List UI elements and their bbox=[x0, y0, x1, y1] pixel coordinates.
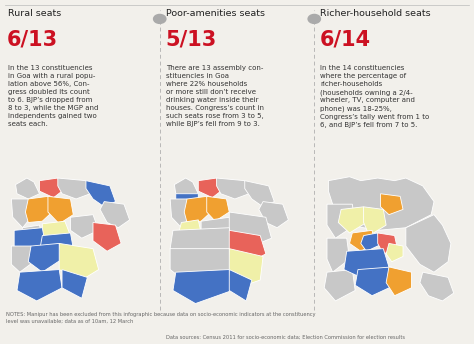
Polygon shape bbox=[327, 238, 349, 272]
Polygon shape bbox=[324, 270, 355, 301]
Text: NOTES: Manipur has been excluded from this infographic because data on socio-eco: NOTES: Manipur has been excluded from th… bbox=[6, 312, 315, 324]
Circle shape bbox=[308, 14, 320, 23]
Polygon shape bbox=[328, 177, 434, 230]
Text: Richer-household seats: Richer-household seats bbox=[320, 9, 431, 18]
Polygon shape bbox=[11, 199, 31, 228]
Polygon shape bbox=[207, 196, 229, 221]
Polygon shape bbox=[14, 228, 45, 254]
Polygon shape bbox=[355, 267, 394, 296]
Polygon shape bbox=[184, 196, 212, 223]
Polygon shape bbox=[420, 272, 454, 301]
Polygon shape bbox=[62, 270, 87, 298]
Polygon shape bbox=[201, 217, 232, 241]
Text: 5/13: 5/13 bbox=[165, 29, 217, 49]
Polygon shape bbox=[176, 194, 198, 215]
Polygon shape bbox=[170, 249, 232, 283]
Text: 6/14: 6/14 bbox=[319, 29, 371, 49]
Polygon shape bbox=[86, 181, 116, 207]
Polygon shape bbox=[39, 233, 73, 259]
Text: In the 14 constituencies
where the percentage of
richer-households
(households o: In the 14 constituencies where the perce… bbox=[320, 65, 429, 128]
Polygon shape bbox=[338, 207, 366, 233]
Polygon shape bbox=[229, 249, 263, 288]
Polygon shape bbox=[100, 202, 129, 228]
Polygon shape bbox=[16, 178, 39, 199]
Polygon shape bbox=[59, 244, 99, 280]
Polygon shape bbox=[327, 204, 355, 238]
Polygon shape bbox=[58, 178, 90, 199]
Polygon shape bbox=[170, 228, 232, 257]
Text: Rural seats: Rural seats bbox=[8, 9, 61, 18]
Polygon shape bbox=[406, 215, 451, 272]
Polygon shape bbox=[361, 233, 381, 251]
Polygon shape bbox=[179, 220, 201, 241]
Polygon shape bbox=[28, 244, 62, 272]
Text: There are 13 assembly con-
stituencies in Goa
where 22% households
or more still: There are 13 assembly con- stituencies i… bbox=[166, 65, 264, 127]
Polygon shape bbox=[170, 199, 190, 228]
Polygon shape bbox=[349, 230, 375, 251]
Polygon shape bbox=[17, 270, 62, 301]
Polygon shape bbox=[381, 194, 403, 215]
Polygon shape bbox=[245, 181, 274, 207]
Text: 6/13: 6/13 bbox=[7, 29, 58, 49]
Polygon shape bbox=[42, 221, 71, 244]
Polygon shape bbox=[229, 212, 272, 249]
Polygon shape bbox=[229, 230, 266, 264]
Polygon shape bbox=[26, 196, 54, 223]
Polygon shape bbox=[93, 223, 121, 251]
Polygon shape bbox=[174, 178, 198, 199]
Text: In the 13 constituencies
in Goa with a rural popu-
lation above 56%, Con-
gress : In the 13 constituencies in Goa with a r… bbox=[8, 65, 98, 127]
Polygon shape bbox=[20, 225, 42, 246]
Polygon shape bbox=[173, 270, 232, 303]
Polygon shape bbox=[198, 178, 221, 198]
Polygon shape bbox=[39, 178, 62, 198]
Text: Poor-amenities seats: Poor-amenities seats bbox=[166, 9, 265, 18]
Polygon shape bbox=[217, 178, 249, 199]
Polygon shape bbox=[229, 270, 252, 301]
Polygon shape bbox=[11, 246, 34, 272]
Polygon shape bbox=[48, 196, 73, 224]
Polygon shape bbox=[344, 249, 389, 280]
Polygon shape bbox=[259, 202, 288, 228]
Text: Data sources: Census 2011 for socio-economic data; Election Commission for elect: Data sources: Census 2011 for socio-econ… bbox=[166, 335, 405, 340]
Polygon shape bbox=[364, 207, 386, 236]
Polygon shape bbox=[386, 244, 403, 262]
Circle shape bbox=[154, 14, 166, 23]
Polygon shape bbox=[71, 215, 99, 238]
Polygon shape bbox=[378, 233, 397, 254]
Polygon shape bbox=[386, 267, 411, 296]
